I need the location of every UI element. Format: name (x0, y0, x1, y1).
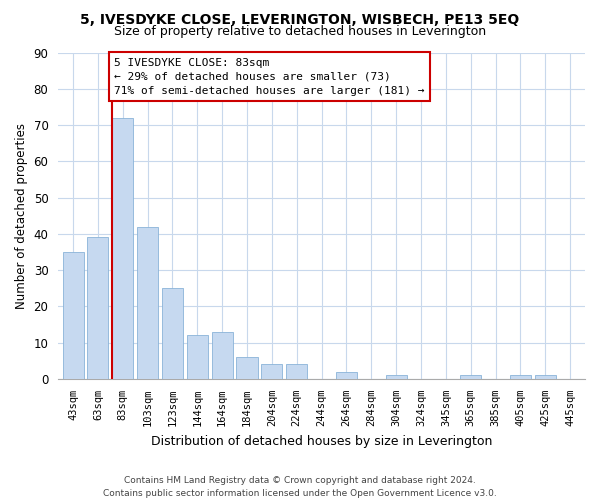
Y-axis label: Number of detached properties: Number of detached properties (15, 122, 28, 308)
Bar (386, 376, 407, 379)
Text: 5, IVESDYKE CLOSE, LEVERINGTON, WISBECH, PE13 5EQ: 5, IVESDYKE CLOSE, LEVERINGTON, WISBECH,… (80, 12, 520, 26)
Bar (88, 238, 109, 379)
Bar (62, 252, 83, 379)
Bar (510, 376, 531, 379)
Text: Size of property relative to detached houses in Leverington: Size of property relative to detached ho… (114, 25, 486, 38)
Bar (336, 372, 357, 379)
Bar (236, 357, 257, 379)
Bar (460, 376, 481, 379)
Bar (137, 226, 158, 379)
Bar (187, 336, 208, 379)
Text: Contains HM Land Registry data © Crown copyright and database right 2024.
Contai: Contains HM Land Registry data © Crown c… (103, 476, 497, 498)
Bar (262, 364, 283, 379)
X-axis label: Distribution of detached houses by size in Leverington: Distribution of detached houses by size … (151, 434, 492, 448)
Text: 5 IVESDYKE CLOSE: 83sqm
← 29% of detached houses are smaller (73)
71% of semi-de: 5 IVESDYKE CLOSE: 83sqm ← 29% of detache… (114, 58, 425, 96)
Bar (286, 364, 307, 379)
Bar (162, 288, 183, 379)
Bar (112, 118, 133, 379)
Bar (212, 332, 233, 379)
Bar (535, 376, 556, 379)
